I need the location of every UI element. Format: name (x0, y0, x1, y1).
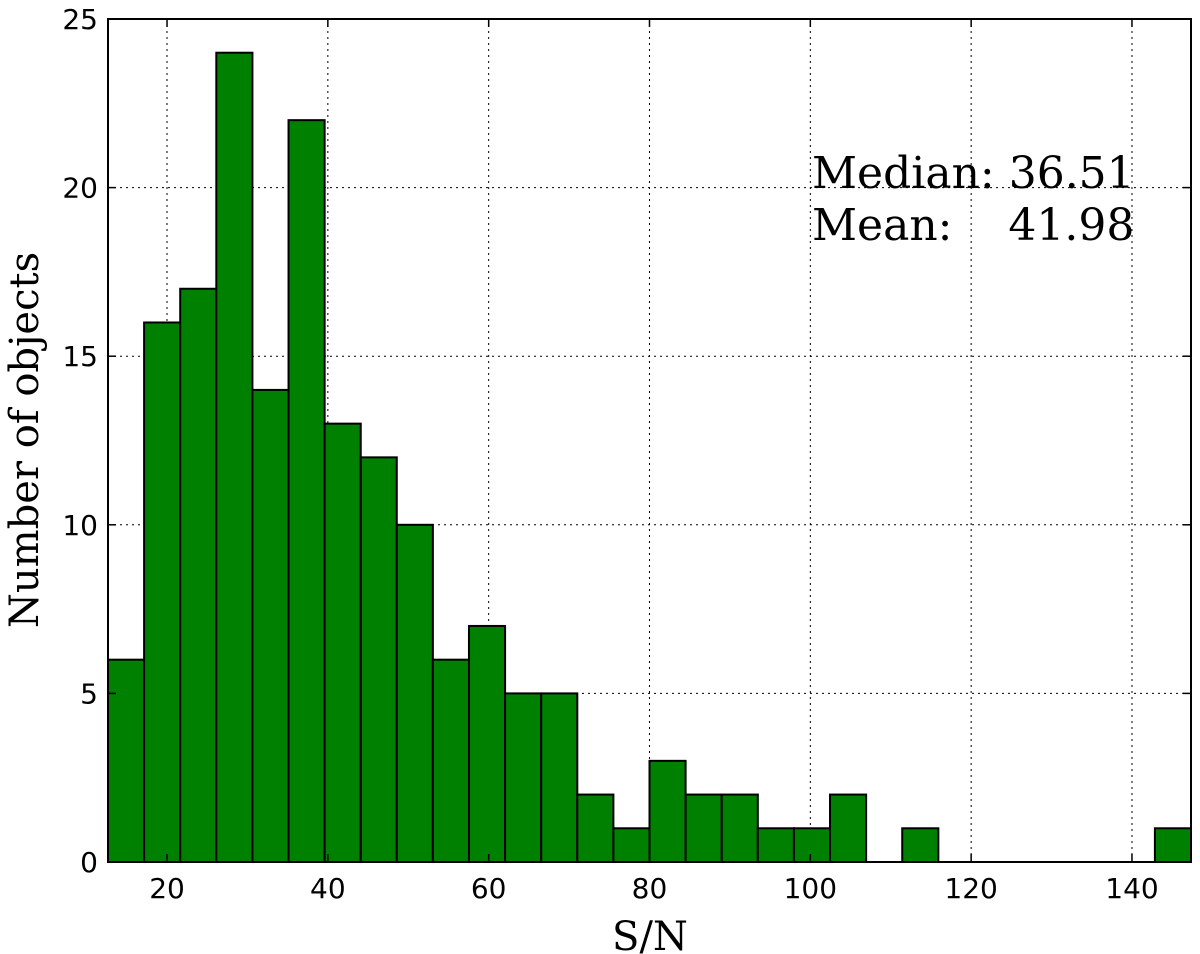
x-tick-label: 20 (149, 872, 185, 905)
bar (467, 624, 507, 864)
bar (901, 827, 940, 864)
y-tick-label: 20 (62, 172, 98, 205)
x-axis-label: S/N (612, 914, 688, 954)
bar (648, 759, 687, 864)
annotation: Mean: 41.98 (812, 200, 1134, 251)
bar (792, 827, 832, 864)
y-tick-label: 0 (80, 846, 98, 879)
x-tick-label: 140 (1105, 872, 1158, 905)
y-tick-label: 25 (62, 3, 98, 36)
bar (251, 388, 290, 863)
y-tick-label: 15 (62, 340, 98, 373)
bar (359, 456, 398, 863)
bar (287, 119, 326, 864)
bar (107, 658, 146, 863)
y-axis-label: Number of objects (2, 252, 48, 628)
bar (720, 793, 759, 863)
annotation: Median: 36.51 (812, 148, 1135, 199)
y-tick-label: 5 (80, 677, 98, 710)
bar (829, 793, 868, 863)
x-tick-label: 80 (632, 872, 668, 905)
bar (540, 692, 579, 864)
y-tick-label: 10 (62, 509, 98, 542)
bar (504, 692, 543, 864)
bar (612, 827, 651, 864)
bar (756, 827, 795, 864)
bar (576, 793, 615, 863)
plot-frame (107, 18, 1192, 863)
bar (323, 422, 362, 863)
bar (179, 287, 218, 863)
bar (1153, 827, 1193, 864)
x-tick-label: 120 (944, 872, 997, 905)
x-tick-label: 40 (310, 872, 346, 905)
x-tick-label: 100 (784, 872, 837, 905)
bar (143, 321, 182, 864)
bar (395, 523, 434, 863)
bar (684, 793, 723, 863)
bar (431, 658, 470, 863)
x-tick-label: 60 (471, 872, 507, 905)
bar (215, 51, 254, 864)
